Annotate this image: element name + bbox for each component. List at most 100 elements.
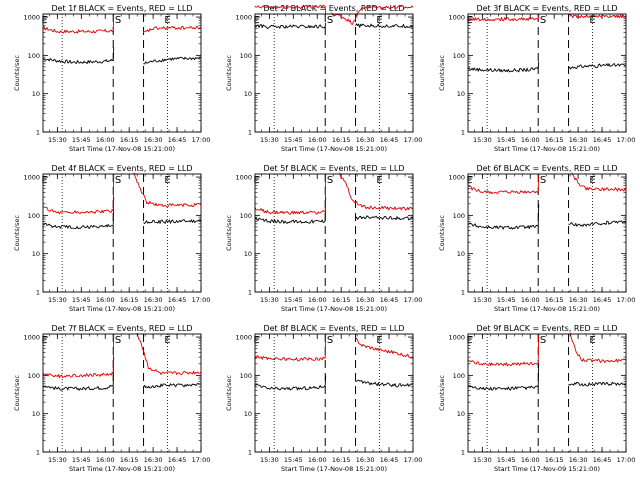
x-tick-label: 16:00 xyxy=(521,296,540,304)
x-tick-label: 17:00 xyxy=(617,456,636,464)
chart-title: Det 2f BLACK = Events, RED = LLD xyxy=(263,4,404,13)
x-tick-label: 16:30 xyxy=(144,296,163,304)
x-tick-label: 15:45 xyxy=(497,456,516,464)
events-series-line xyxy=(568,63,627,70)
plot-frame xyxy=(467,173,627,293)
event-marker-e: E xyxy=(376,175,382,186)
events-series-line xyxy=(143,56,202,65)
event-marker-s: S xyxy=(540,335,546,346)
x-tick-label: 17:00 xyxy=(404,296,423,304)
events-series-line xyxy=(355,379,414,388)
x-tick-label: 16:45 xyxy=(380,136,399,144)
y-tick-label: 10 xyxy=(457,410,465,418)
y-tick-label: 1000 xyxy=(235,174,252,182)
event-marker-e: E xyxy=(164,175,170,186)
event-marker-e: E xyxy=(466,175,472,186)
event-marker-s: S xyxy=(327,15,333,26)
lld-series-line xyxy=(568,14,627,19)
y-tick-label: 1000 xyxy=(448,14,465,22)
x-tick-label: 16:00 xyxy=(96,136,115,144)
y-axis-label: Counts/sec xyxy=(225,375,233,411)
plot-frame xyxy=(42,173,202,293)
chart-title: Det 4f BLACK = Events, RED = LLD xyxy=(51,164,192,173)
x-tick-label: 15:45 xyxy=(284,136,303,144)
y-tick-label: 1 xyxy=(461,449,465,457)
x-tick-label: 16:30 xyxy=(144,136,163,144)
event-marker-s: S xyxy=(540,175,546,186)
event-marker-s: S xyxy=(115,15,121,26)
x-tick-label: 16:45 xyxy=(380,456,399,464)
events-series-line xyxy=(568,381,627,387)
x-tick-label: 16:45 xyxy=(168,456,187,464)
lld-series-line xyxy=(254,173,327,215)
lld-series-line xyxy=(136,332,202,376)
x-tick-label: 16:00 xyxy=(308,296,327,304)
x-tick-label: 17:00 xyxy=(617,296,636,304)
lld-series-line xyxy=(467,333,540,367)
events-series-line xyxy=(42,47,115,64)
lld-series-line xyxy=(133,172,202,208)
y-tick-label: 10 xyxy=(244,90,252,98)
events-series-line xyxy=(568,220,627,227)
lld-series-line xyxy=(42,173,115,215)
events-series-line xyxy=(467,61,540,73)
x-tick-label: 16:30 xyxy=(144,456,163,464)
x-axis-label: Start Time (17-Nov-08 15:21:00) xyxy=(281,465,387,473)
x-tick-label: 15:30 xyxy=(473,296,492,304)
x-tick-label: 16:45 xyxy=(593,296,612,304)
y-tick-label: 1 xyxy=(36,449,40,457)
x-axis-label: Start Time (17-Nov-08 15:21:00) xyxy=(494,145,600,153)
events-series-line xyxy=(254,197,327,224)
events-series-line xyxy=(355,23,414,29)
x-tick-label: 17:00 xyxy=(617,136,636,144)
event-marker-e: E xyxy=(589,175,595,186)
x-tick-label: 16:00 xyxy=(521,456,540,464)
x-tick-label: 16:00 xyxy=(308,456,327,464)
chart-panel-4: Det 4f BLACK = Events, RED = LLD Counts/s… xyxy=(13,164,210,313)
events-series-line xyxy=(42,357,115,391)
lld-series-line xyxy=(355,337,414,359)
chart-title: Det 7f BLACK = Events, RED = LLD xyxy=(51,324,192,333)
x-tick-label: 17:00 xyxy=(192,296,211,304)
lld-series-line xyxy=(467,173,540,195)
chart-title: Det 1f BLACK = Events, RED = LLD xyxy=(51,4,192,13)
lld-series-line xyxy=(569,332,627,363)
event-marker-e: E xyxy=(41,175,47,186)
x-tick-label: 15:45 xyxy=(72,456,91,464)
events-series-line xyxy=(143,382,202,389)
events-series-line xyxy=(254,22,327,29)
x-tick-label: 15:30 xyxy=(260,136,279,144)
x-tick-label: 15:30 xyxy=(48,136,67,144)
events-series-line xyxy=(467,363,540,391)
chart-panel-5: Det 5f BLACK = Events, RED = LLD Counts/s… xyxy=(225,164,422,313)
y-tick-label: 10 xyxy=(244,410,252,418)
plot-frame xyxy=(467,333,627,453)
y-tick-label: 1 xyxy=(248,289,252,297)
x-tick-label: 16:30 xyxy=(356,296,375,304)
x-tick-label: 15:45 xyxy=(72,296,91,304)
lld-series-line xyxy=(467,13,540,22)
event-marker-e: E xyxy=(41,335,47,346)
events-series-line xyxy=(467,203,540,230)
y-tick-label: 10 xyxy=(457,250,465,258)
chart-panel-1: Det 1f BLACK = Events, RED = LLD Counts/s… xyxy=(13,4,210,153)
event-marker-e: E xyxy=(253,15,259,26)
y-tick-label: 1000 xyxy=(448,334,465,342)
event-marker-e: E xyxy=(253,335,259,346)
y-tick-label: 1000 xyxy=(235,14,252,22)
x-tick-label: 16:00 xyxy=(521,136,540,144)
lld-series-line xyxy=(339,172,414,211)
chart-panel-2: Det 2f BLACK = Events, RED = LLD Counts/s… xyxy=(225,4,422,153)
x-tick-label: 16:45 xyxy=(168,296,187,304)
x-tick-label: 15:30 xyxy=(48,296,67,304)
y-tick-label: 1000 xyxy=(23,334,40,342)
chart-panel-8: Det 8f BLACK = Events, RED = LLD Counts/s… xyxy=(225,324,422,473)
x-tick-label: 16:00 xyxy=(96,456,115,464)
lld-series-line xyxy=(42,13,115,34)
y-tick-label: 1 xyxy=(248,129,252,137)
y-tick-label: 100 xyxy=(453,372,465,380)
event-marker-e: E xyxy=(376,335,382,346)
y-tick-label: 100 xyxy=(28,212,40,220)
x-tick-label: 16:00 xyxy=(308,136,327,144)
lld-series-line xyxy=(331,5,414,25)
